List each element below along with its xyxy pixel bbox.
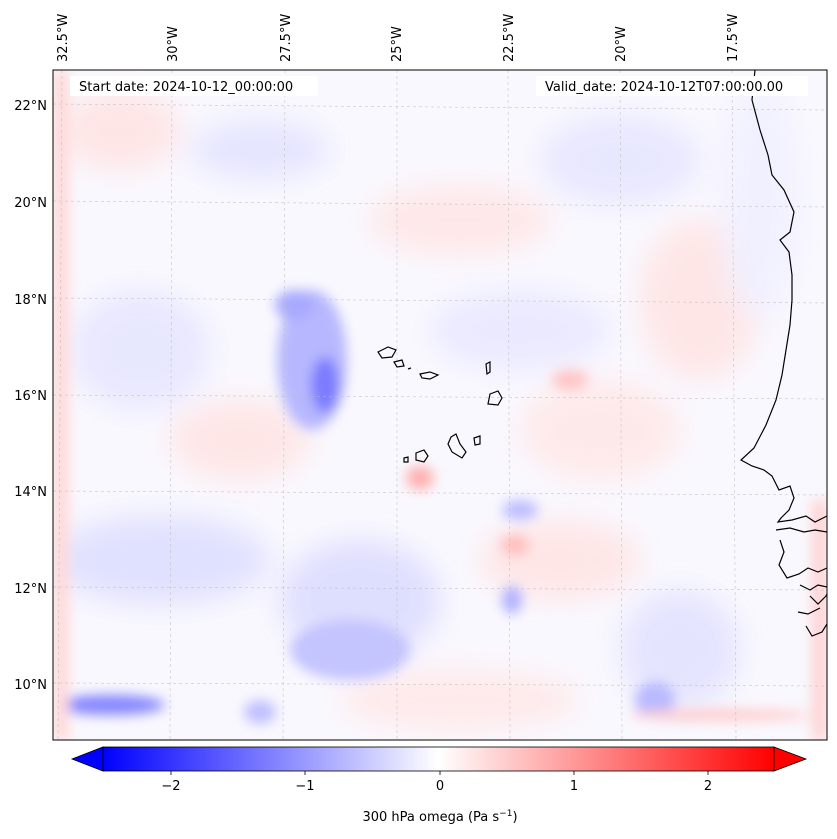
colorbar-tick-label: −2 bbox=[161, 779, 180, 794]
island-fogo bbox=[415, 449, 429, 463]
island-boa-vista bbox=[487, 390, 503, 406]
omega-field bbox=[53, 70, 827, 740]
island-sal bbox=[485, 361, 491, 376]
lon-label: 25°W bbox=[390, 26, 405, 62]
colorbar-tick-label: 1 bbox=[570, 779, 578, 794]
coastline bbox=[739, 70, 827, 637]
graticule bbox=[53, 70, 827, 740]
lat-label: 20°N bbox=[14, 196, 47, 211]
island-santo-antao bbox=[377, 346, 397, 359]
start-date-text: Start date: 2024-10-12_00:00:00 bbox=[79, 80, 293, 95]
latitude-labels: 22°N 20°N 18°N 16°N 14°N 12°N 10°N bbox=[14, 99, 47, 693]
lat-label: 12°N bbox=[14, 582, 47, 597]
lon-label: 22.5°W bbox=[502, 14, 517, 62]
lat-label: 22°N bbox=[14, 99, 47, 114]
island-brava bbox=[403, 456, 409, 463]
lon-label: 32.5°W bbox=[56, 14, 71, 62]
valid-date-text: Valid_date: 2024-10-12T07:00:00.00 bbox=[545, 80, 783, 95]
colorbar-min-arrow bbox=[70, 746, 104, 772]
valid-date-box bbox=[536, 76, 808, 96]
lat-label: 16°N bbox=[14, 389, 47, 404]
colorbar: −2 −1 0 1 2 300 hPa omega (Pa s−1) bbox=[70, 746, 808, 825]
longitude-labels: 32.5°W 30°W 27.5°W 25°W 22.5°W 20°W 17.5… bbox=[56, 14, 741, 62]
colorbar-label: 300 hPa omega (Pa s−1) bbox=[362, 809, 517, 825]
colorbar-tick-label: −1 bbox=[295, 779, 314, 794]
lon-label: 30°W bbox=[166, 26, 181, 62]
lat-label: 14°N bbox=[14, 485, 47, 500]
colorbar-gradient bbox=[102, 746, 775, 772]
cape-verde-islands bbox=[377, 346, 503, 463]
island-sao-nicolau bbox=[419, 371, 440, 380]
lat-label: 18°N bbox=[14, 293, 47, 308]
colorbar-max-arrow bbox=[773, 746, 808, 772]
colorbar-tick-label: 2 bbox=[704, 779, 712, 794]
map-frame bbox=[52, 69, 828, 741]
lat-label: 10°N bbox=[14, 678, 47, 693]
island-santa-luzia bbox=[407, 367, 412, 370]
start-date-box bbox=[70, 76, 318, 96]
island-santiago bbox=[447, 433, 467, 459]
colorbar-tick-label: 0 bbox=[436, 779, 444, 794]
lon-label: 20°W bbox=[614, 26, 629, 62]
island-maio bbox=[473, 435, 481, 446]
island-sao-vicente bbox=[393, 359, 405, 368]
lon-label: 17.5°W bbox=[726, 14, 741, 62]
lon-label: 27.5°W bbox=[279, 14, 294, 62]
